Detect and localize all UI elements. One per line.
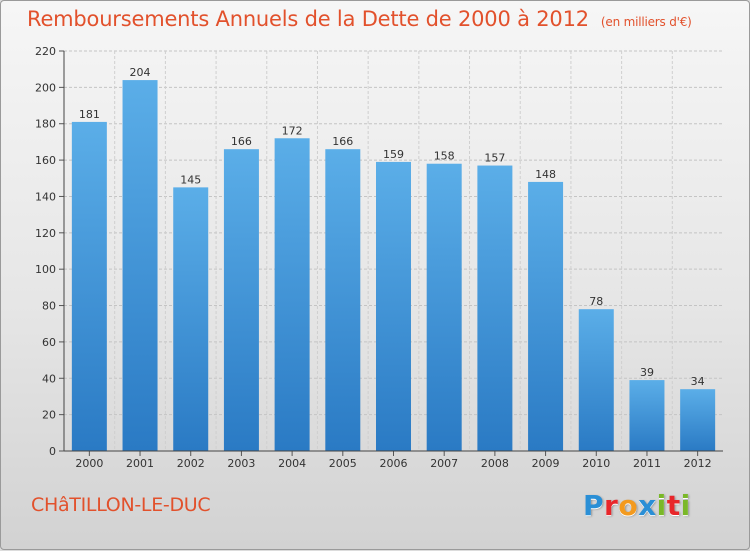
logo-letter: r — [604, 489, 619, 522]
value-label-2007: 158 — [434, 150, 455, 163]
value-label-2005: 166 — [332, 135, 353, 148]
value-label-2000: 181 — [79, 108, 100, 121]
logo-letter: i — [680, 489, 691, 522]
logo-letter: o — [618, 489, 639, 522]
bar-2002 — [173, 187, 209, 451]
bar-2005 — [325, 149, 361, 451]
y-tick-label: 0 — [49, 445, 56, 458]
value-label-2009: 148 — [535, 168, 556, 181]
y-tick-label: 20 — [42, 409, 56, 422]
value-label-2003: 166 — [231, 135, 252, 148]
bar-2006 — [376, 161, 411, 451]
x-tick-label-2004: 2004 — [278, 457, 306, 470]
chart-title: Remboursements Annuels de la Dette de 20… — [27, 7, 692, 31]
chart-title-text: Remboursements Annuels de la Dette de 20… — [27, 7, 589, 31]
bar-2012 — [680, 389, 716, 451]
x-tick-label-2011: 2011 — [633, 457, 661, 470]
bar-2004 — [274, 138, 310, 452]
value-label-2008: 157 — [484, 152, 505, 165]
x-tick-label-2007: 2007 — [430, 457, 458, 470]
x-tick-label-2012: 2012 — [684, 457, 712, 470]
bar-2001 — [122, 80, 158, 451]
y-tick-label: 80 — [42, 300, 56, 313]
x-tick-label-2010: 2010 — [582, 457, 610, 470]
y-tick-label: 180 — [35, 118, 56, 131]
value-label-2006: 159 — [383, 148, 404, 161]
x-tick-label-2000: 2000 — [75, 457, 103, 470]
logo-letter: P — [583, 489, 605, 522]
value-label-2004: 172 — [282, 124, 303, 137]
y-tick-label: 140 — [35, 190, 56, 203]
axes: 0 20 40 60 80 100 120 140 160 180 200 220 2000 2001 20… — [35, 45, 723, 470]
logo-letter: i — [656, 489, 667, 522]
bar-2010 — [578, 309, 614, 451]
bar-2011 — [629, 380, 665, 451]
bar-2009 — [528, 181, 564, 451]
x-tick-label-2002: 2002 — [177, 457, 205, 470]
value-label-2011: 39 — [640, 366, 654, 379]
logo-letter: t — [666, 489, 681, 522]
proxiti-logo[interactable]: Proxiti — [583, 489, 691, 522]
bar-2000 — [71, 121, 107, 451]
y-tick-label: 100 — [35, 263, 56, 276]
commune-name: CHâTILLON-LE-DUC — [31, 494, 211, 516]
value-label-2002: 145 — [180, 173, 201, 186]
bar-2008 — [477, 165, 513, 451]
y-tick-label: 120 — [35, 227, 56, 240]
x-tick-label-2008: 2008 — [481, 457, 509, 470]
grid-lines — [64, 50, 723, 451]
x-tick-label-2001: 2001 — [126, 457, 154, 470]
x-tick-label-2003: 2003 — [227, 457, 255, 470]
y-tick-label: 160 — [35, 154, 56, 167]
x-tick-label-2009: 2009 — [532, 457, 560, 470]
x-tick-label-2006: 2006 — [380, 457, 408, 470]
y-tick-label: 60 — [42, 336, 56, 349]
y-tick-label: 220 — [35, 45, 56, 58]
value-label-2010: 78 — [589, 295, 603, 308]
bars: 181 204 145 166 172 166 159 158 157 148 78 39 34 — [71, 66, 716, 452]
y-tick-label: 200 — [35, 81, 56, 94]
logo-letter: x — [638, 489, 657, 522]
bar-2003 — [223, 149, 259, 451]
bar-2007 — [426, 163, 462, 451]
value-label-2012: 34 — [691, 375, 705, 388]
y-tick-label: 40 — [42, 372, 56, 385]
chart-unit: (en milliers d'€) — [600, 15, 692, 29]
value-label-2001: 204 — [130, 66, 151, 79]
x-tick-label-2005: 2005 — [329, 457, 357, 470]
